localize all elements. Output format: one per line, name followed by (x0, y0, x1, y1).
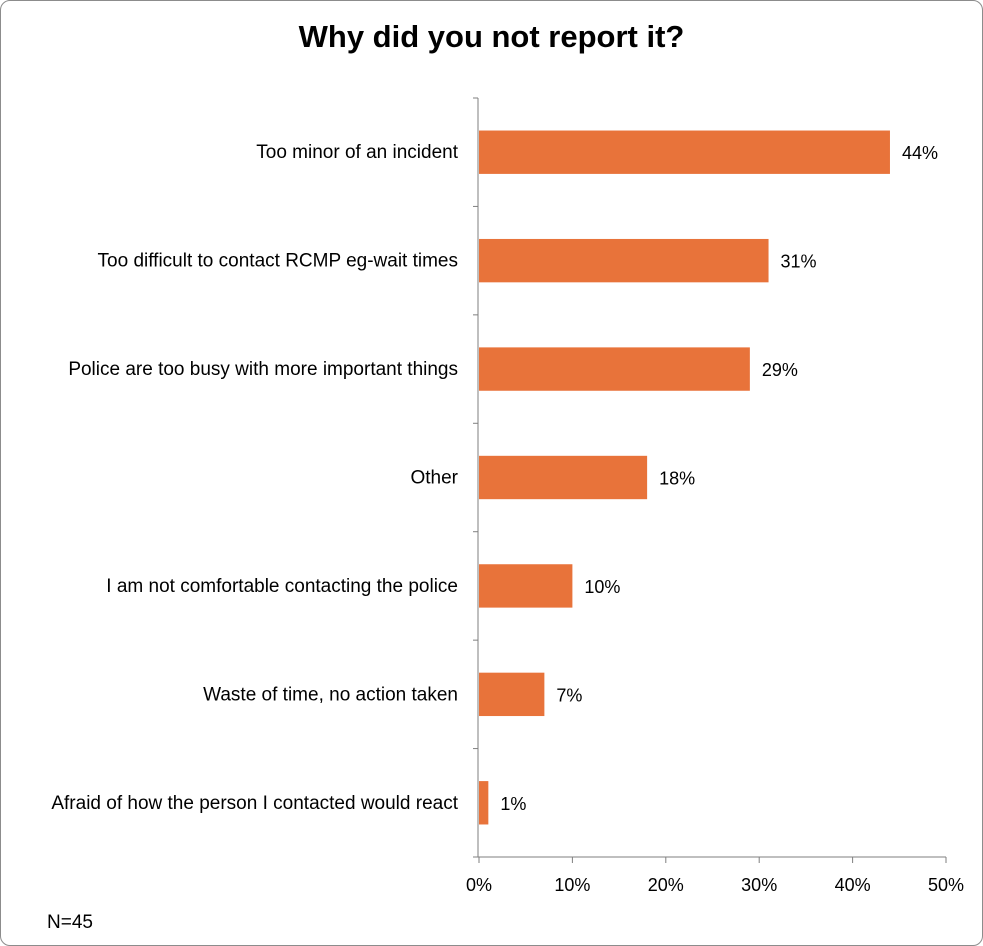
data-label: 29% (762, 360, 798, 380)
sample-size-note: N=45 (47, 912, 93, 933)
x-tick-label: 30% (741, 875, 777, 895)
data-label: 7% (556, 685, 582, 705)
category-label: Waste of time, no action taken (203, 684, 458, 705)
bar (479, 672, 545, 717)
bar (479, 130, 890, 174)
category-label: Police are too busy with more important … (68, 359, 458, 380)
category-label: Afraid of how the person I contacted wou… (51, 793, 458, 814)
category-label: Other (410, 468, 458, 489)
bar (479, 347, 750, 391)
bar (479, 455, 648, 500)
data-label: 44% (902, 143, 938, 163)
data-label: 1% (500, 794, 526, 814)
category-label: I am not comfortable contacting the poli… (106, 576, 458, 597)
data-label: 10% (584, 577, 620, 597)
category-label: Too difficult to contact RCMP eg-wait ti… (98, 251, 458, 272)
data-label: 31% (781, 252, 817, 272)
x-tick-label: 40% (835, 875, 871, 895)
category-label: Too minor of an incident (256, 142, 458, 163)
bar (479, 564, 573, 608)
x-tick-label: 10% (554, 875, 590, 895)
x-tick-label: 0% (466, 875, 492, 895)
data-label: 18% (659, 469, 695, 489)
x-tick-label: 20% (648, 875, 684, 895)
bar (479, 781, 489, 825)
bar (479, 238, 769, 283)
x-tick-label: 50% (928, 875, 964, 895)
chart-title: Why did you not report it? (298, 19, 685, 54)
